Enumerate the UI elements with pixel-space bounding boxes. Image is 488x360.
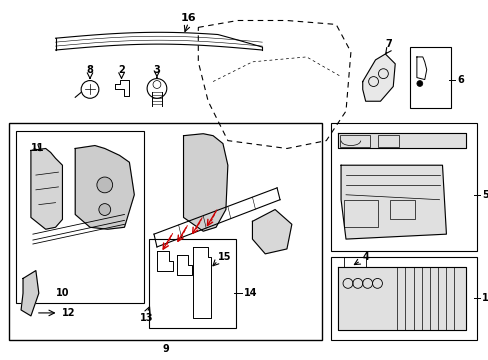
Text: 5: 5	[481, 190, 488, 200]
Polygon shape	[362, 54, 394, 101]
Text: 1: 1	[481, 293, 488, 303]
Bar	[377, 135, 398, 147]
Circle shape	[416, 81, 422, 86]
Text: 16: 16	[180, 13, 196, 23]
Circle shape	[97, 177, 112, 193]
Polygon shape	[340, 165, 446, 239]
Text: 11: 11	[31, 144, 44, 153]
Polygon shape	[337, 267, 465, 330]
Text: 13: 13	[140, 313, 154, 323]
Text: 14: 14	[243, 288, 257, 298]
Bar	[339, 135, 369, 147]
Bar	[149, 239, 235, 328]
Text: 8: 8	[86, 65, 93, 75]
Text: 2: 2	[118, 65, 124, 75]
Polygon shape	[183, 134, 227, 231]
Text: 4: 4	[362, 252, 368, 262]
Polygon shape	[337, 133, 465, 148]
Text: 3: 3	[153, 65, 160, 75]
Text: 6: 6	[456, 75, 463, 85]
Bar	[16, 131, 144, 303]
Bar	[330, 257, 476, 339]
Text: 15: 15	[218, 252, 231, 262]
Text: 10: 10	[56, 288, 69, 298]
Text: 12: 12	[62, 308, 76, 318]
Polygon shape	[252, 210, 291, 254]
Bar	[9, 123, 322, 339]
Bar	[344, 200, 378, 227]
Polygon shape	[75, 145, 134, 229]
Bar	[344, 257, 365, 267]
Polygon shape	[31, 148, 62, 229]
Text: 9: 9	[162, 345, 169, 354]
Bar	[330, 123, 476, 251]
Bar	[409, 47, 450, 108]
Polygon shape	[21, 271, 39, 316]
Text: 7: 7	[384, 39, 391, 49]
Circle shape	[99, 204, 110, 215]
Bar	[389, 200, 414, 219]
